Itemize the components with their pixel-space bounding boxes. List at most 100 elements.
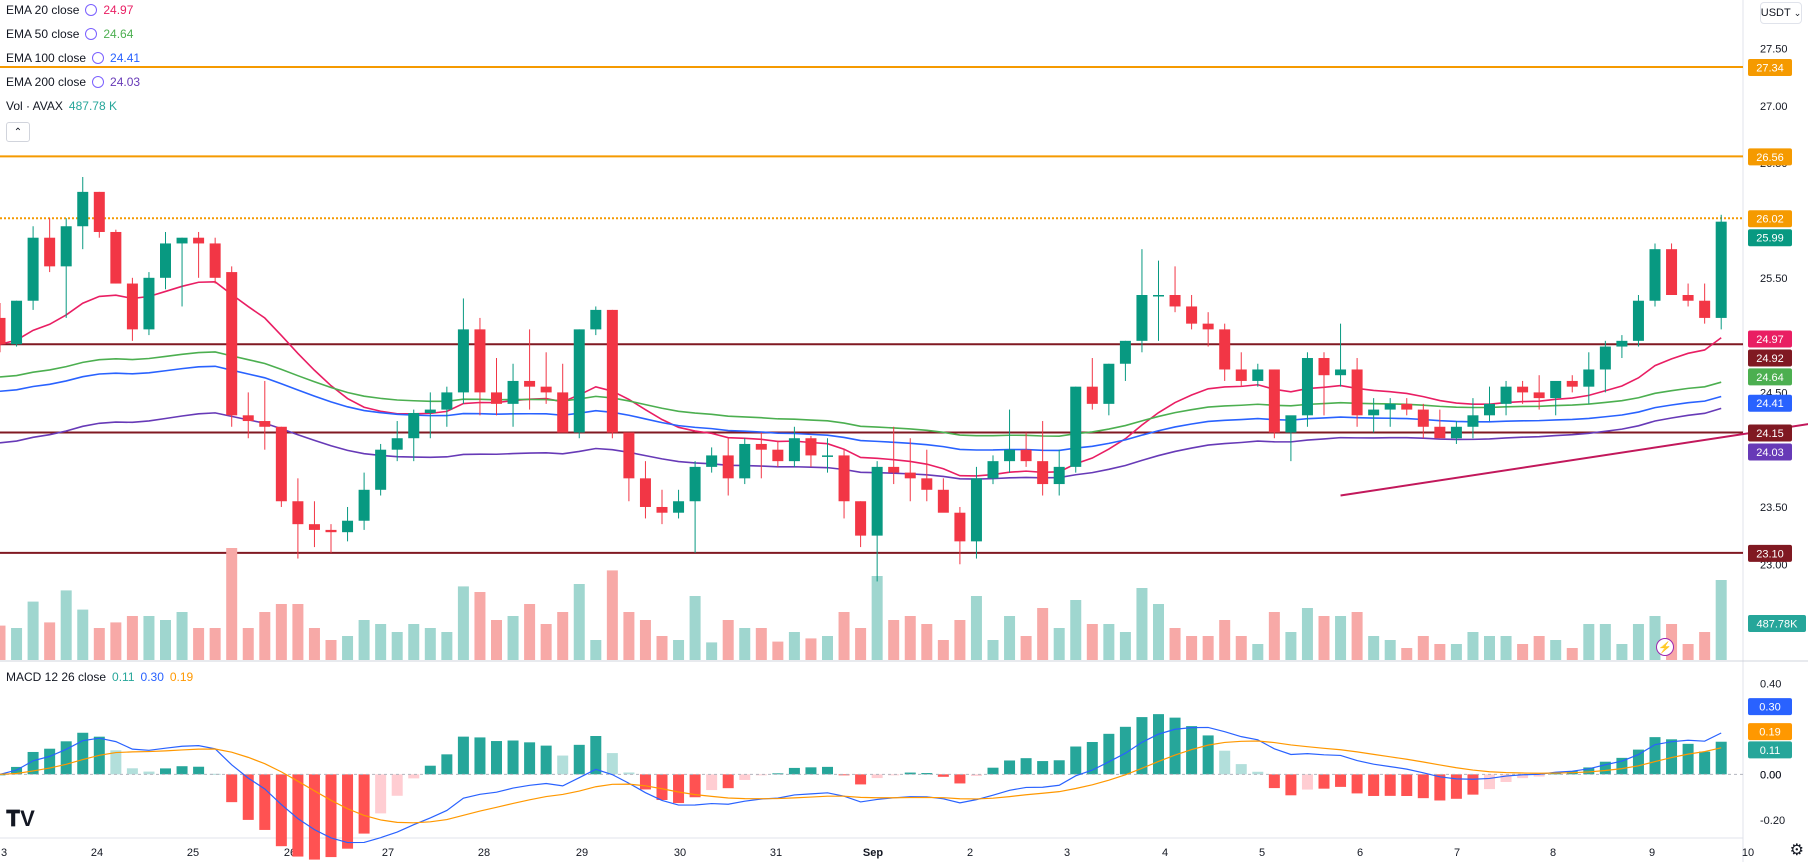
price-label-tag [1748, 148, 1792, 166]
price-label-tag [1748, 368, 1792, 386]
volume-bar [1533, 636, 1545, 660]
macd-histogram-bar [193, 766, 205, 775]
macd-histogram-bar [1434, 774, 1446, 801]
price-label-tag [1748, 443, 1792, 461]
x-tick-label: 4 [1162, 847, 1168, 859]
volume-bar [1053, 628, 1065, 660]
x-tick-label: 7 [1454, 847, 1460, 859]
lightning-icon[interactable]: ⚡ [1656, 638, 1674, 656]
volume-bar [1632, 624, 1644, 660]
volume-bar [1004, 616, 1016, 660]
volume-bar [1235, 636, 1247, 660]
candle-body [1500, 386, 1512, 404]
macd-label-tag [1748, 741, 1792, 759]
volume-bar [1649, 616, 1661, 660]
macd-histogram-bar [1219, 750, 1231, 775]
collapse-legend-button[interactable]: ⌃ [6, 122, 30, 142]
macd-histogram-bar [1020, 758, 1032, 775]
candle-body [937, 489, 949, 513]
volume-bar [1467, 632, 1479, 660]
macd-histogram-bar [1401, 774, 1413, 796]
legend-ema100-label: EMA 100 close [6, 51, 87, 65]
volume-bar [1318, 616, 1330, 660]
volume-bar [60, 590, 72, 660]
volume-bar [1599, 624, 1611, 660]
macd-histogram-bar [275, 774, 287, 847]
candle-body [1186, 306, 1198, 324]
macd-histogram-bar [226, 774, 238, 803]
macd-histogram-bar [1484, 774, 1495, 790]
macd-histogram-bar [60, 741, 72, 775]
price-label-text: 24.03 [1756, 447, 1784, 459]
candle-body [1649, 249, 1661, 301]
volume-bar [1301, 608, 1313, 660]
reset-icon[interactable] [85, 4, 98, 16]
macd-histogram-bar [160, 768, 171, 775]
candle-body [1202, 323, 1214, 330]
gear-icon[interactable]: ⚙ [1789, 842, 1804, 859]
candle-body [954, 512, 966, 542]
price-label-tag [1748, 58, 1792, 76]
reset-icon[interactable] [92, 52, 105, 64]
y-tick-label: 23.00 [1760, 559, 1788, 571]
volume-bar [673, 640, 685, 660]
candle-body [1384, 403, 1396, 410]
candle-body [1037, 461, 1049, 485]
x-tick-label: 29 [576, 847, 588, 859]
reset-icon[interactable] [85, 28, 98, 40]
candle-body [1632, 300, 1644, 341]
volume-bar [888, 620, 900, 660]
x-tick-label: 28 [478, 847, 490, 859]
volume-bar [623, 612, 635, 660]
macd-histogram-bar [308, 774, 320, 860]
legend-volume-value: 487.78 K [68, 99, 117, 113]
ema200-line [0, 407, 1722, 480]
macd-histogram-bar [1153, 714, 1164, 775]
candle-body [308, 524, 320, 530]
macd-histogram-bar [126, 768, 138, 775]
volume-bar [11, 628, 23, 660]
volume-bar [1368, 636, 1380, 660]
macd-histogram-bar [1053, 760, 1065, 775]
volume-bar [292, 604, 304, 660]
signal-line [0, 740, 1722, 824]
reset-icon[interactable] [92, 76, 105, 88]
tradingview-logo-icon[interactable]: 𝐓V [6, 806, 35, 831]
volume-bar [739, 628, 751, 660]
macd-histogram-bar [1450, 774, 1462, 799]
macd-histogram-bar [689, 774, 701, 798]
candle-body [325, 529, 337, 533]
ema20-line [0, 281, 1722, 477]
volume-bar [573, 584, 585, 660]
volume-bar [1384, 640, 1396, 660]
macd-zero-label: 0.00 [1760, 769, 1781, 781]
price-label-tag [1748, 330, 1792, 348]
candle-body [11, 300, 23, 345]
macd-histogram-bar [44, 748, 56, 775]
volume-bar [1153, 604, 1164, 660]
volume-bar [110, 622, 122, 660]
macd-histogram-bar [904, 772, 916, 775]
candle-body [1004, 449, 1016, 462]
x-tick-label: Sep [863, 847, 883, 859]
candle-body [1434, 426, 1446, 439]
candle-body [93, 191, 105, 232]
macd-histogram-bar [358, 774, 370, 834]
price-label-text: 24.92 [1756, 353, 1784, 365]
candle-body [160, 243, 171, 278]
currency-selector[interactable]: USDT ⌄ [1760, 2, 1802, 24]
legend-ema100: EMA 100 close 24.41 [6, 48, 140, 68]
volume-bar [507, 616, 519, 660]
macd-histogram-bar [474, 737, 486, 775]
y-tick-label: 23.50 [1760, 502, 1788, 514]
volume-bar [1450, 644, 1462, 660]
volume-bar [1583, 624, 1595, 660]
volume-bar [1186, 636, 1198, 660]
candle-body [706, 455, 718, 467]
price-label-text: 26.56 [1756, 152, 1784, 164]
macd-histogram-bar [507, 740, 519, 775]
price-label-text: 24.41 [1756, 398, 1784, 410]
macd-histogram-bar [1169, 717, 1181, 775]
candle-body [209, 243, 221, 278]
